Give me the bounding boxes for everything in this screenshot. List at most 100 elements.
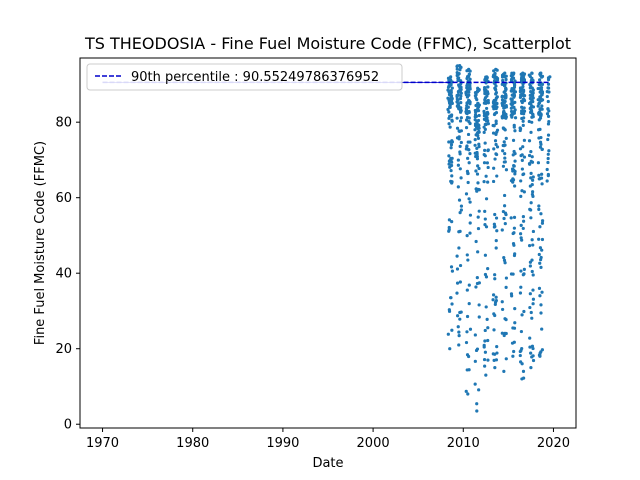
data-point (446, 85, 451, 89)
data-point (473, 151, 477, 155)
data-point (504, 276, 508, 280)
data-point (538, 78, 542, 82)
data-point (547, 90, 551, 94)
data-point (527, 244, 532, 248)
data-point (473, 94, 478, 98)
data-point (447, 110, 451, 114)
data-point (457, 72, 461, 76)
data-point (531, 358, 536, 363)
data-point (486, 122, 490, 126)
data-point (458, 84, 462, 88)
data-point (538, 354, 542, 358)
data-point (529, 90, 533, 94)
data-point (464, 126, 469, 130)
data-point (494, 132, 498, 136)
data-point (521, 71, 525, 75)
data-point (484, 275, 489, 279)
data-point (475, 146, 479, 150)
data-point (519, 153, 523, 158)
data-point (510, 99, 514, 103)
data-point (503, 211, 508, 215)
data-point (500, 98, 505, 102)
data-point (522, 99, 527, 103)
data-point (465, 330, 469, 334)
data-point (459, 310, 463, 314)
data-point (476, 164, 480, 168)
data-point (512, 226, 517, 230)
data-point (459, 208, 463, 212)
data-point (447, 218, 451, 222)
data-point (512, 164, 516, 168)
data-point (475, 157, 480, 161)
data-point (539, 176, 544, 180)
data-point (540, 75, 544, 79)
data-point (511, 272, 515, 276)
data-point (531, 297, 536, 301)
data-point (473, 115, 477, 119)
data-point (456, 325, 460, 329)
data-point (519, 111, 524, 115)
data-point (473, 359, 477, 363)
data-point (492, 225, 496, 229)
data-point (466, 258, 470, 262)
data-point (483, 209, 487, 213)
data-point (513, 159, 517, 163)
data-point (466, 180, 470, 185)
data-point (502, 144, 506, 148)
data-point (485, 106, 489, 111)
data-point (503, 75, 507, 79)
data-point (486, 338, 490, 343)
legend: 90th percentile : 90.55249786376952 (86, 63, 403, 91)
data-point (447, 225, 451, 230)
data-point (475, 347, 480, 351)
y-axis-label: Fine Fuel Moisture Code (FFMC) (33, 141, 48, 345)
data-point (474, 169, 478, 173)
data-point (522, 138, 526, 142)
data-point (483, 122, 487, 127)
data-point (519, 93, 523, 98)
data-point (529, 108, 533, 112)
data-point (495, 345, 499, 349)
legend-box (86, 63, 403, 91)
data-point (529, 201, 533, 205)
data-point (520, 158, 524, 163)
data-point (458, 119, 463, 123)
data-point (540, 348, 544, 352)
data-point (456, 185, 460, 189)
data-point (495, 105, 499, 109)
data-point (547, 109, 551, 113)
data-point (501, 78, 505, 83)
data-point (503, 99, 507, 104)
data-point (477, 388, 481, 392)
data-point (530, 160, 535, 164)
data-point (538, 246, 543, 250)
data-point (467, 197, 471, 201)
data-point (447, 98, 451, 103)
data-point (546, 174, 550, 178)
data-point (537, 118, 541, 122)
data-point (495, 174, 499, 178)
data-point (477, 315, 481, 319)
data-point (467, 67, 471, 71)
data-point (458, 109, 463, 113)
data-point (477, 145, 481, 149)
data-point (493, 277, 497, 281)
data-point (448, 347, 452, 351)
data-point (540, 93, 544, 97)
data-point (519, 329, 524, 334)
data-point (511, 354, 515, 358)
data-point (475, 402, 479, 406)
data-point (483, 253, 487, 257)
data-point (450, 156, 454, 160)
data-point (468, 200, 472, 204)
data-point (536, 104, 540, 108)
data-point (521, 123, 525, 127)
data-point (486, 180, 490, 184)
data-point (529, 84, 533, 89)
data-point (512, 231, 516, 235)
data-point (494, 101, 498, 105)
data-point (540, 219, 545, 223)
data-point (450, 174, 454, 178)
data-point (494, 216, 499, 220)
data-point (464, 192, 469, 196)
